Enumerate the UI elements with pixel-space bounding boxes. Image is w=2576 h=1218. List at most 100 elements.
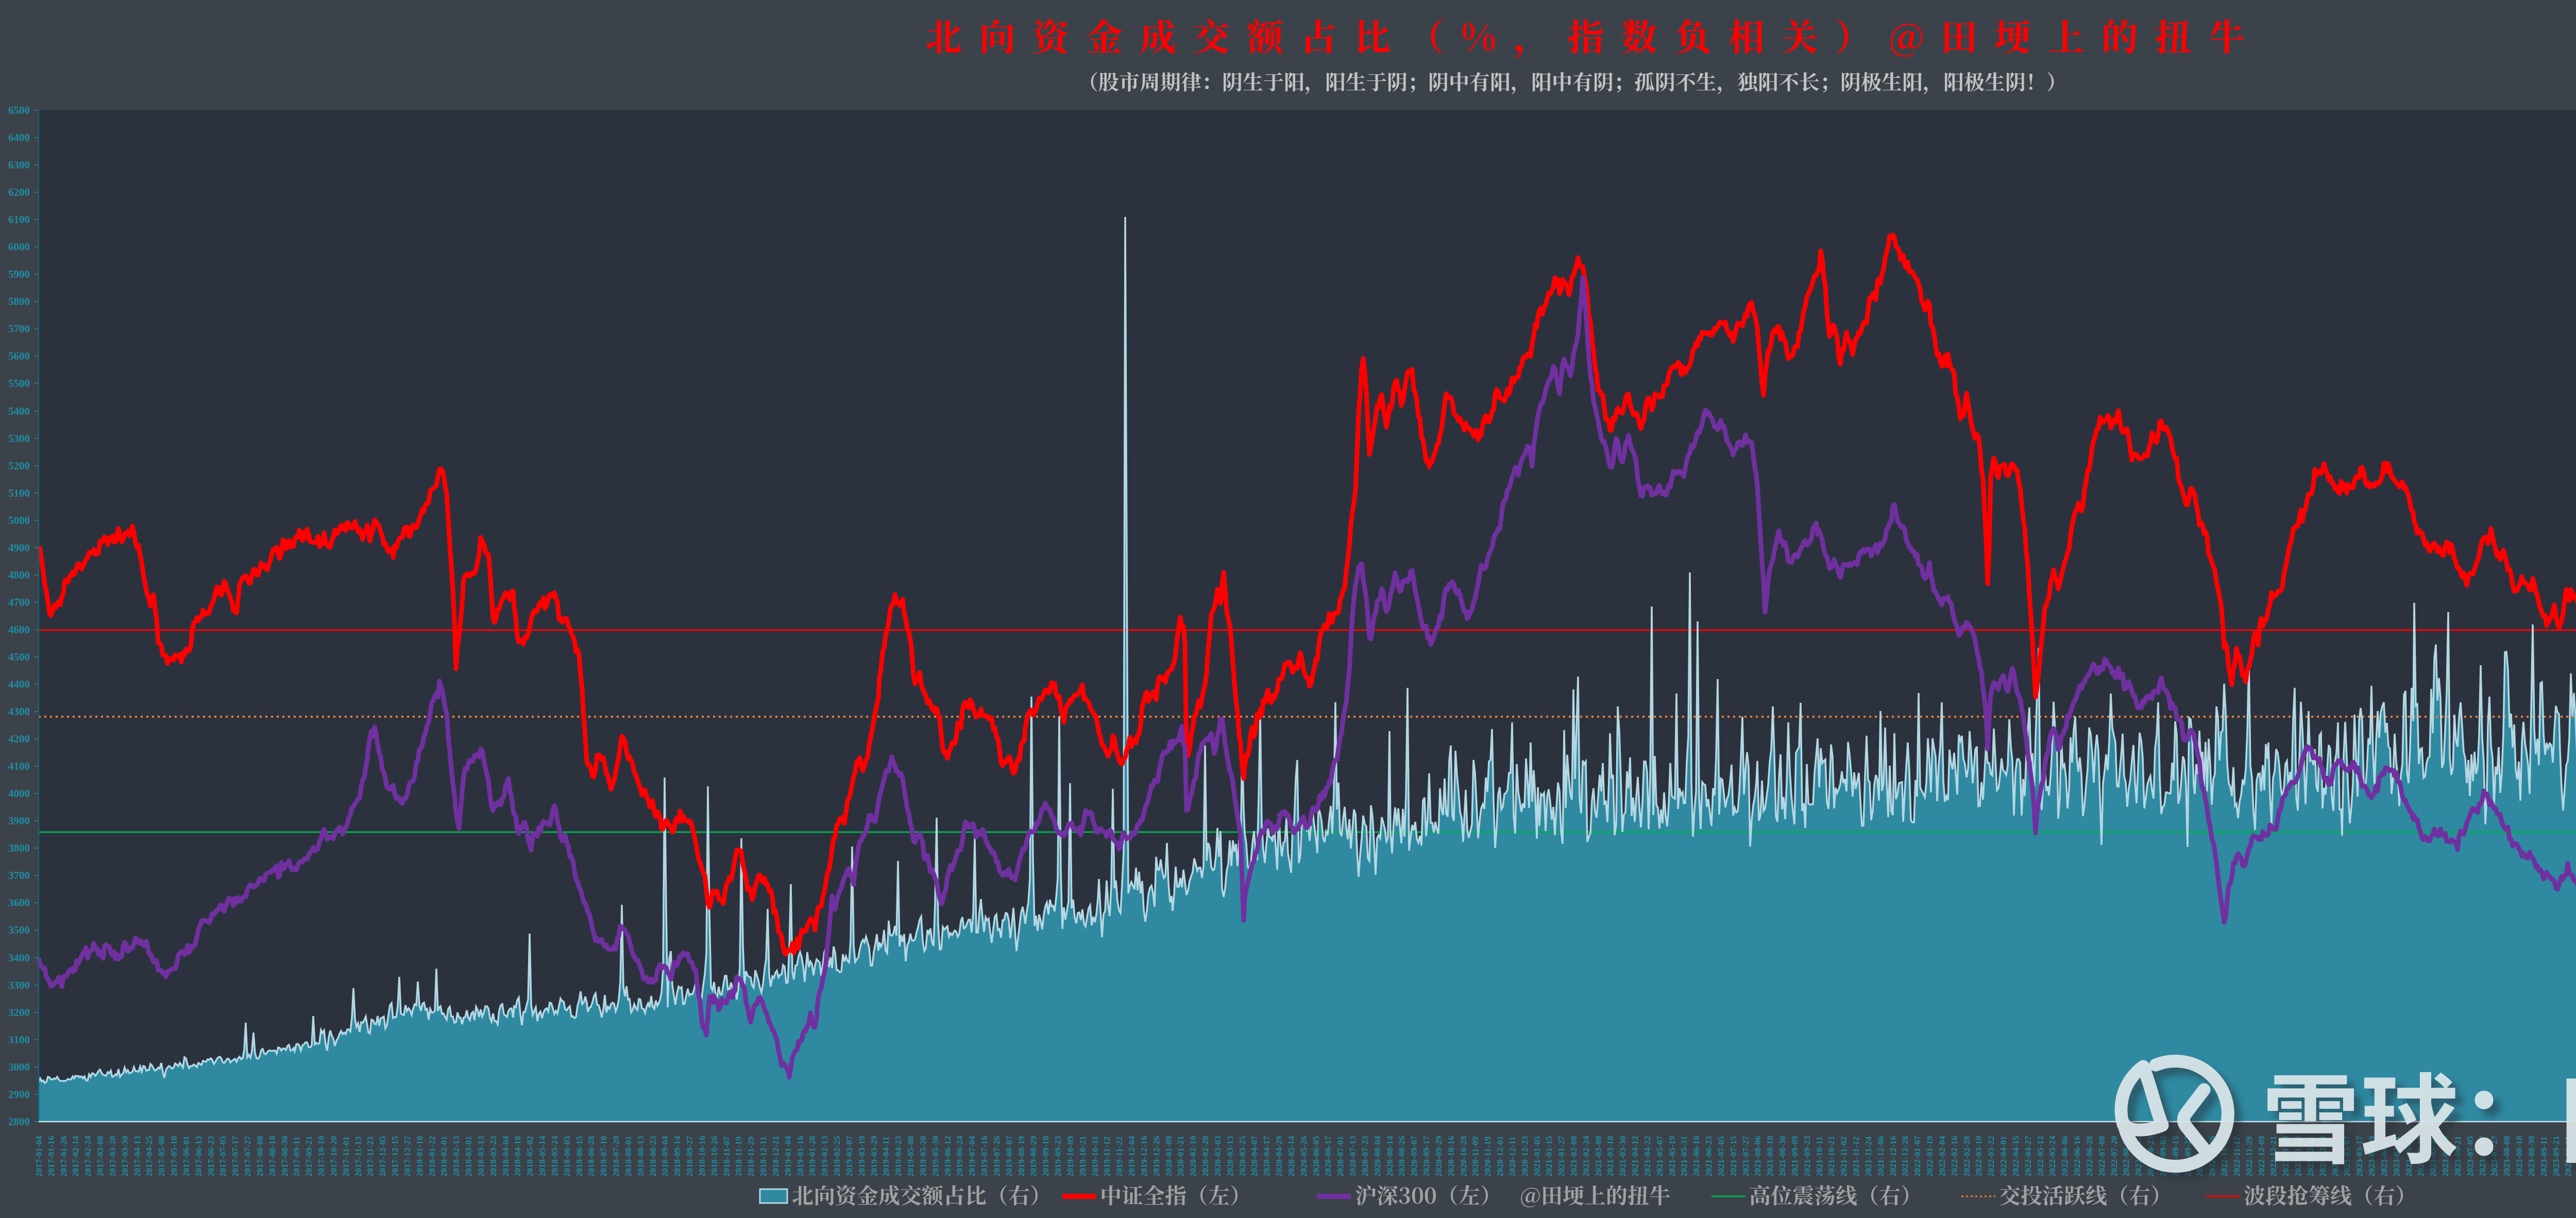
svg-text:2018-05-02: 2018-05-02 (525, 1136, 535, 1177)
svg-text:2020-08-04: 2020-08-04 (1372, 1136, 1382, 1177)
svg-text:4500: 4500 (8, 651, 30, 663)
svg-text:2020-06-05: 2020-06-05 (1311, 1136, 1321, 1177)
svg-text:2022-03-10: 2022-03-10 (1974, 1136, 1984, 1177)
svg-text:2018-08-01: 2018-08-01 (623, 1136, 633, 1177)
svg-text:2021-08-18: 2021-08-18 (1765, 1136, 1775, 1177)
svg-text:2022-01-19: 2022-01-19 (1925, 1136, 1935, 1177)
svg-text:2021-09-09: 2021-09-09 (1790, 1136, 1800, 1177)
svg-text:2021-10-21: 2021-10-21 (1826, 1136, 1836, 1177)
svg-text:2020-11-19: 2020-11-19 (1483, 1137, 1493, 1177)
svg-text:2017-08-18: 2017-08-18 (267, 1136, 277, 1177)
svg-text:2021-02-24: 2021-02-24 (1581, 1136, 1591, 1177)
svg-text:2022-02-28: 2022-02-28 (1962, 1136, 1972, 1177)
svg-text:2017-12-27: 2017-12-27 (402, 1136, 412, 1177)
svg-text:2019-01-16: 2019-01-16 (795, 1136, 805, 1177)
svg-text:2019-06-24: 2019-06-24 (955, 1136, 964, 1177)
svg-text:4800: 4800 (8, 569, 30, 581)
svg-text:3000: 3000 (8, 1061, 30, 1073)
svg-text:2020-04-07: 2020-04-07 (1249, 1136, 1259, 1177)
svg-text:4700: 4700 (8, 596, 30, 608)
svg-text:2018-05-24: 2018-05-24 (550, 1136, 560, 1177)
svg-text:2020-09-17: 2020-09-17 (1421, 1136, 1431, 1177)
svg-text:2019-01-04: 2019-01-04 (783, 1136, 793, 1177)
svg-text:2020-11-09: 2020-11-09 (1470, 1137, 1480, 1177)
svg-text:2021-05-07: 2021-05-07 (1655, 1136, 1665, 1177)
svg-text:4000: 4000 (8, 787, 30, 800)
svg-text:2022-05-12: 2022-05-12 (2036, 1136, 2045, 1177)
svg-text:3600: 3600 (8, 896, 30, 909)
svg-text:5100: 5100 (8, 487, 30, 499)
svg-text:3500: 3500 (8, 924, 30, 936)
svg-text:2017-11-01: 2017-11-01 (341, 1137, 351, 1177)
svg-text:2021-11-02: 2021-11-02 (1839, 1137, 1849, 1177)
svg-text:2019-01-28: 2019-01-28 (807, 1136, 817, 1177)
svg-text:2020-07-23: 2020-07-23 (1360, 1136, 1370, 1177)
svg-text:2900: 2900 (8, 1088, 30, 1101)
svg-text:4200: 4200 (8, 733, 30, 745)
svg-text:2021-08-30: 2021-08-30 (1777, 1136, 1787, 1177)
svg-text:2022-03-22: 2022-03-22 (1986, 1136, 1996, 1177)
svg-text:2017-06-13: 2017-06-13 (194, 1136, 204, 1177)
svg-text:3100: 3100 (8, 1034, 30, 1046)
svg-text:2021-05-19: 2021-05-19 (1667, 1136, 1677, 1177)
svg-text:5200: 5200 (8, 460, 30, 472)
svg-text:3400: 3400 (8, 952, 30, 964)
svg-text:2017-07-27: 2017-07-27 (243, 1136, 252, 1177)
svg-text:2018-01-22: 2018-01-22 (427, 1136, 437, 1177)
svg-text:2021-05-31: 2021-05-31 (1679, 1136, 1689, 1177)
svg-text:2021-12-06: 2021-12-06 (1876, 1136, 1886, 1177)
svg-text:2017-05-18: 2017-05-18 (169, 1136, 179, 1177)
svg-text:2021-12-16: 2021-12-16 (1888, 1136, 1898, 1177)
svg-text:4100: 4100 (8, 760, 30, 772)
svg-text:2018-02-01: 2018-02-01 (439, 1136, 449, 1177)
svg-text:2019-12-26: 2019-12-26 (1151, 1136, 1161, 1177)
svg-text:2020-03-25: 2020-03-25 (1238, 1136, 1247, 1177)
svg-text:2022-02-04: 2022-02-04 (1937, 1136, 1947, 1177)
svg-text:2018-07-10: 2018-07-10 (599, 1136, 608, 1177)
svg-text:2021-02-08: 2021-02-08 (1569, 1136, 1579, 1177)
svg-text:5300: 5300 (8, 432, 30, 445)
svg-text:2019-03-07: 2019-03-07 (844, 1136, 854, 1177)
svg-text:2018-02-13: 2018-02-13 (451, 1136, 461, 1177)
svg-text:2020-03-13: 2020-03-13 (1225, 1136, 1235, 1177)
svg-text:2017-12-15: 2017-12-15 (390, 1136, 400, 1177)
svg-text:2022-01-07: 2022-01-07 (1912, 1136, 1922, 1177)
svg-text:2018-11-29: 2018-11-29 (746, 1137, 756, 1177)
svg-text:3300: 3300 (8, 979, 30, 991)
svg-text:2020-05-26: 2020-05-26 (1299, 1136, 1309, 1177)
svg-text:2018-05-14: 2018-05-14 (537, 1136, 547, 1177)
svg-text:2020-02-20: 2020-02-20 (1200, 1136, 1210, 1177)
svg-text:2019-12-16: 2019-12-16 (1139, 1136, 1149, 1177)
svg-text:2020-01-09: 2020-01-09 (1164, 1136, 1174, 1177)
svg-text:2018-12-11: 2018-12-11 (758, 1137, 768, 1177)
svg-text:2019-07-16: 2019-07-16 (979, 1136, 989, 1177)
svg-text:2018-09-14: 2018-09-14 (672, 1136, 682, 1177)
svg-text:2019-07-26: 2019-07-26 (992, 1136, 1002, 1177)
svg-text:2019-07-04: 2019-07-04 (967, 1136, 977, 1177)
svg-text:2021-01-15: 2021-01-15 (1544, 1136, 1554, 1177)
svg-text:2018-10-16: 2018-10-16 (697, 1136, 707, 1177)
svg-text:2018-04-04: 2018-04-04 (501, 1136, 511, 1177)
svg-text:2019-10-31: 2019-10-31 (1090, 1136, 1100, 1177)
svg-text:2017-03-08: 2017-03-08 (95, 1136, 105, 1177)
svg-text:2021-04-12: 2021-04-12 (1630, 1136, 1640, 1177)
svg-text:6200: 6200 (8, 186, 30, 198)
svg-text:2020-02-10: 2020-02-10 (1188, 1136, 1198, 1177)
svg-text:2017-01-04: 2017-01-04 (34, 1136, 44, 1177)
svg-text:2018-08-13: 2018-08-13 (636, 1136, 646, 1177)
svg-text:4600: 4600 (8, 623, 30, 636)
svg-text:2023-08-18: 2023-08-18 (2514, 1136, 2524, 1177)
svg-text:2017-03-20: 2017-03-20 (108, 1136, 117, 1177)
svg-text:2020-08-26: 2020-08-26 (1397, 1136, 1406, 1177)
svg-text:2018-03-01: 2018-03-01 (464, 1136, 473, 1177)
svg-text:5400: 5400 (8, 405, 30, 417)
svg-text:3800: 3800 (8, 842, 30, 854)
svg-text:2020-04-17: 2020-04-17 (1262, 1136, 1272, 1177)
svg-text:2018-06-15: 2018-06-15 (574, 1136, 584, 1177)
svg-text:2021-03-08: 2021-03-08 (1594, 1136, 1603, 1177)
svg-text:2018-03-13: 2018-03-13 (476, 1136, 486, 1177)
svg-text:2021-07-05: 2021-07-05 (1716, 1136, 1726, 1177)
svg-text:2021-06-10: 2021-06-10 (1691, 1136, 1701, 1177)
svg-text:2022-05-24: 2022-05-24 (2047, 1136, 2057, 1177)
svg-text:2018-03-23: 2018-03-23 (488, 1136, 498, 1177)
